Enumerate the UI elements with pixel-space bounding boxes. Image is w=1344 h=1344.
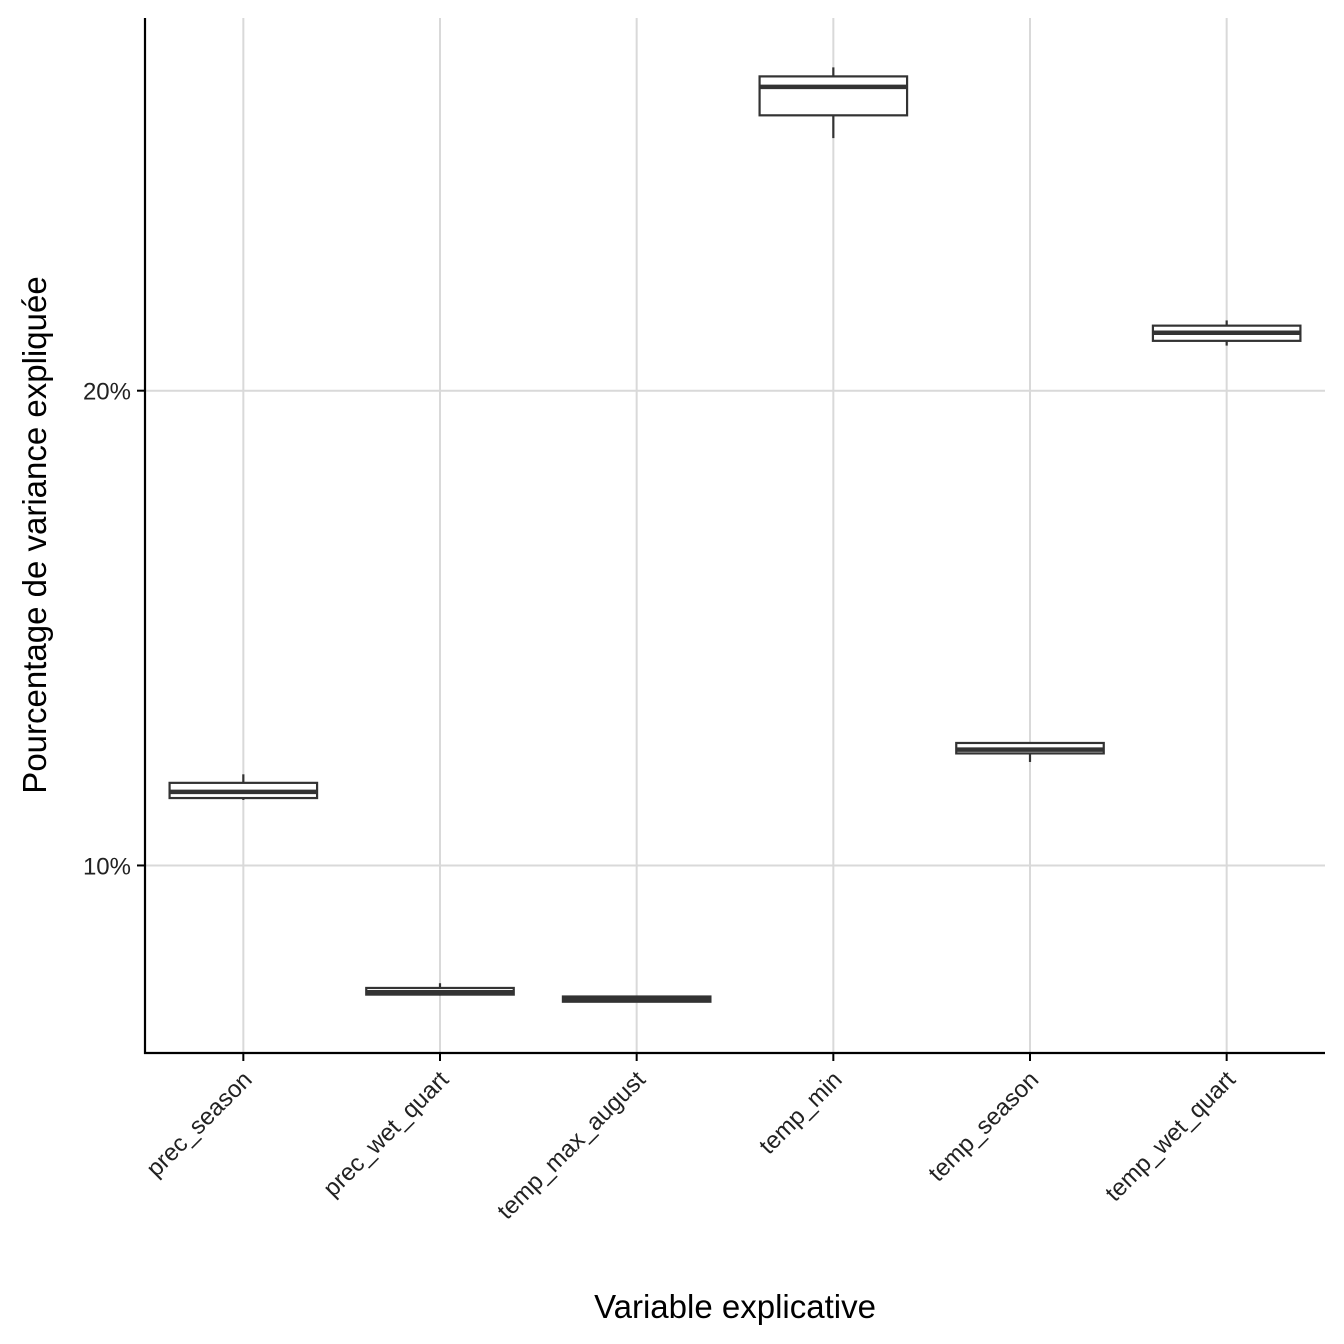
x-tick-label: prec_season (141, 1066, 257, 1182)
y-tick-label: 10% (83, 853, 131, 880)
tick-labels: 10% 20% prec_season prec_wet_quart temp_max_… (83, 379, 1241, 1225)
boxplot-prec_season (168, 774, 319, 800)
boxplot-temp_season (955, 741, 1105, 762)
boxplots (168, 67, 1302, 1003)
x-tick-label: temp_wet_quart (1100, 1066, 1241, 1207)
boxplot-temp_max_august (561, 995, 712, 1003)
boxplot-temp_min (758, 67, 909, 139)
x-axis-title: Variable explicative (594, 1288, 876, 1325)
x-tick-label: temp_min (754, 1066, 848, 1160)
axes (137, 18, 1325, 1061)
y-tick-label: 20% (83, 379, 131, 406)
boxplot-temp_wet_quart (1151, 320, 1302, 346)
y-axis-title: Pourcentage de variance expliquée (16, 276, 53, 793)
x-tick-label: prec_wet_quart (318, 1066, 454, 1202)
gridlines (145, 18, 1325, 1053)
box-iqr (758, 75, 909, 117)
x-tick-label: temp_max_august (492, 1066, 651, 1225)
x-tick-label: temp_season (923, 1066, 1044, 1187)
boxplot-prec_wet_quart (365, 983, 515, 996)
